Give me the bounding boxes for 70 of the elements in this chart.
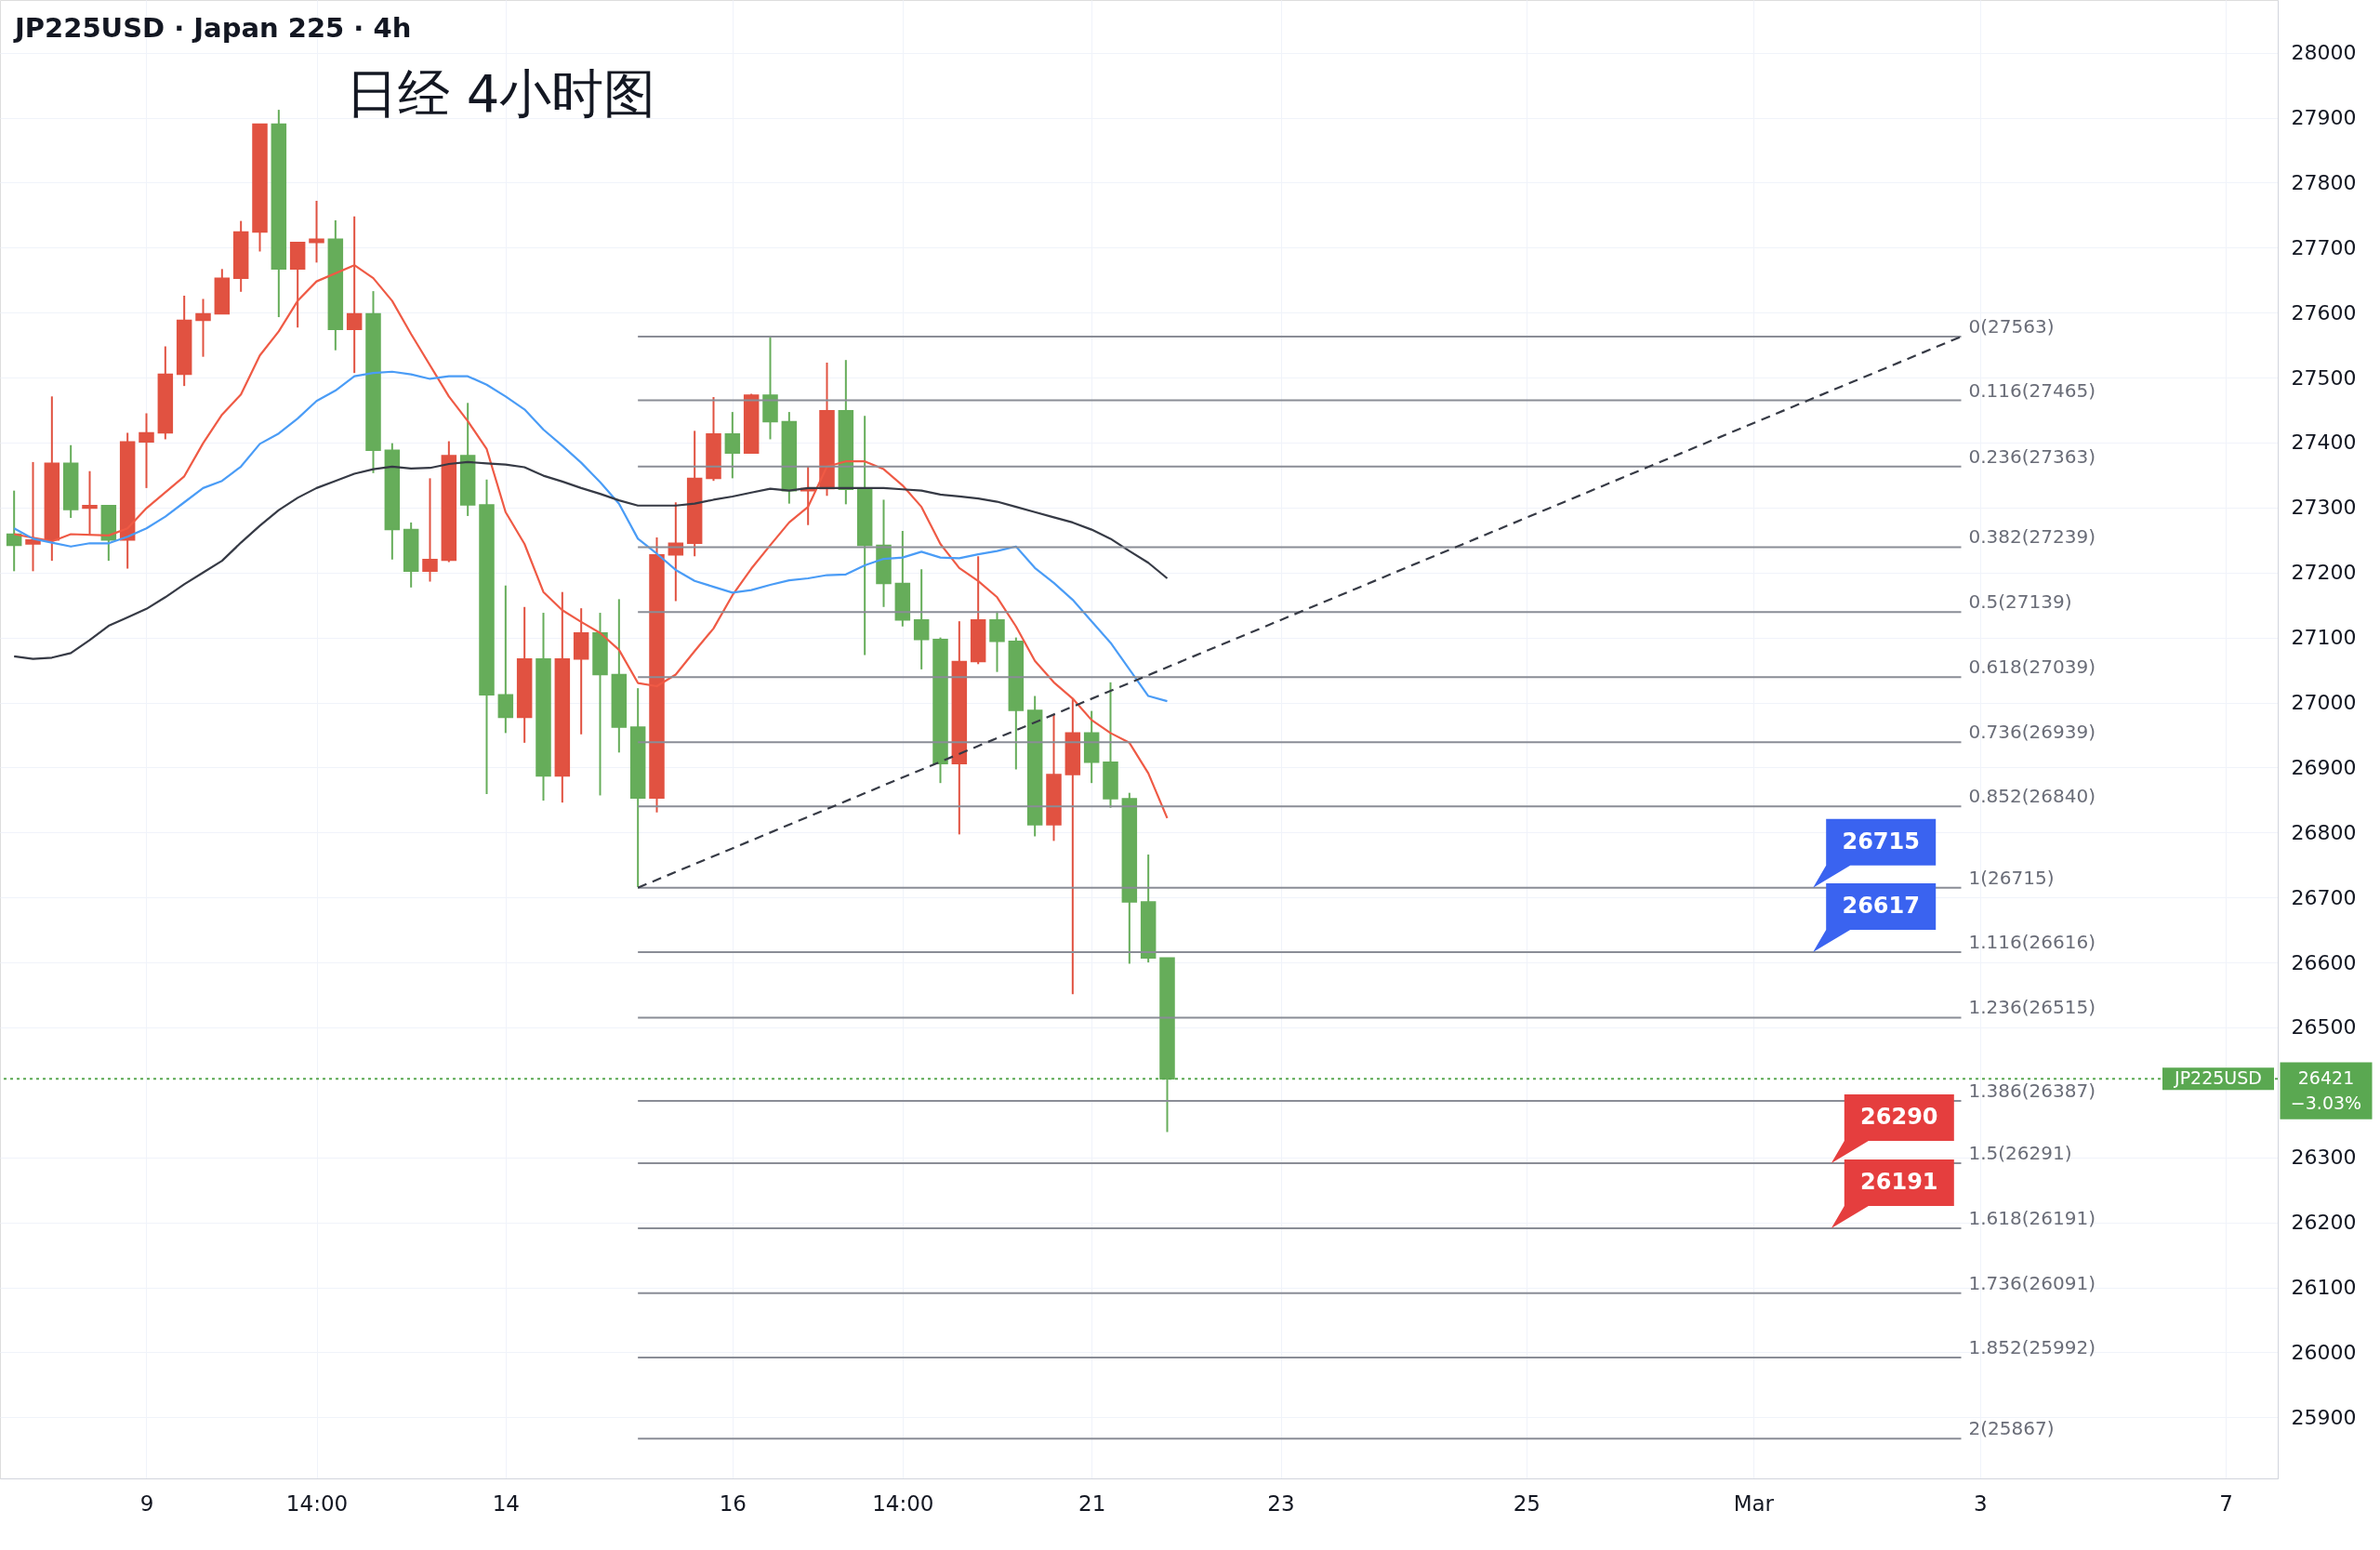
line-series [13, 460, 1169, 660]
y-tick-label: 27000 [2291, 691, 2357, 715]
y-tick-label: 28000 [2291, 41, 2357, 65]
candlestick [195, 298, 211, 358]
text: 日经 4小时图 [346, 63, 656, 124]
y-tick-label: 26100 [2291, 1276, 2357, 1300]
x-tick-label: 23 [1267, 1490, 1295, 1516]
series-label: 1.236(26515) [1968, 996, 2096, 1019]
y-tick-label: 27100 [2291, 626, 2357, 650]
series-label: 0.852(26840) [1968, 785, 2096, 808]
series-label: 0.116(27465) [1968, 378, 2096, 402]
annotation: 26290 [1860, 1104, 1938, 1131]
series-label: 0.5(27139) [1968, 590, 2072, 614]
text: −3.03% [2290, 1093, 2362, 1114]
candlestick [346, 215, 363, 375]
annotation: 26617 [1842, 892, 1920, 919]
x-tick-label: 9 [139, 1490, 154, 1516]
series-label: 0.236(27363) [1968, 444, 2096, 468]
ref-line-label: JP225USD [2174, 1067, 2262, 1089]
line-series [13, 370, 1169, 703]
y-tick-label: 27900 [2291, 106, 2357, 129]
series-label: 2(25867) [1968, 1417, 2055, 1440]
x-tick-label: 3 [1974, 1490, 1988, 1516]
y-tick-label: 26600 [2291, 950, 2357, 974]
y-tick-label: 27400 [2291, 431, 2357, 455]
y-tick-label: 26700 [2291, 885, 2357, 909]
series-label: 1.618(26191) [1968, 1206, 2096, 1229]
x-tick-label: 14 [492, 1490, 520, 1516]
annotation: 26715 [1842, 828, 1920, 854]
candlestick [989, 610, 1005, 673]
y-tick-label: 27600 [2291, 300, 2357, 325]
y-tick-label: 27300 [2291, 496, 2357, 520]
x-tick-label: 16 [719, 1490, 747, 1516]
x-tick-label: 21 [1078, 1490, 1106, 1516]
y-tick-label: 25900 [2291, 1405, 2357, 1429]
series-label: 1.852(25992) [1968, 1336, 2096, 1358]
y-tick-label: 26500 [2291, 1015, 2357, 1040]
series-label: 0.382(27239) [1968, 525, 2096, 549]
y-tick-label: 26000 [2291, 1340, 2357, 1364]
candlestick [913, 568, 930, 670]
candlestick [139, 412, 154, 489]
y-tick-label: 26800 [2291, 820, 2357, 844]
y-tick-label: 27200 [2291, 561, 2357, 585]
candlestick [422, 477, 438, 583]
candlestick [25, 460, 41, 573]
series-label: 1.5(26291) [1968, 1142, 2072, 1165]
series-label: 1.116(26616) [1968, 930, 2096, 953]
text: JP225USD · Japan 225 · 4h [13, 12, 412, 44]
y-tick-label: 27700 [2291, 235, 2357, 259]
series-label: 0.736(26939) [1968, 721, 2096, 744]
annotation: 26191 [1860, 1168, 1938, 1195]
x-tick-label: Mar [1733, 1490, 1775, 1516]
candlestick [82, 470, 98, 537]
x-tick-label: 25 [1513, 1490, 1540, 1516]
y-tick-label: 27500 [2291, 365, 2357, 390]
y-tick-label: 26900 [2291, 755, 2357, 779]
x-tick-label: 14:00 [872, 1490, 934, 1516]
y-tick-label: 26300 [2291, 1146, 2357, 1170]
y-tick-label: 26200 [2291, 1211, 2357, 1235]
y-tick-label: 27800 [2291, 170, 2357, 194]
series-label: 0(27563) [1968, 315, 2055, 338]
x-tick-label: 7 [2219, 1490, 2233, 1516]
series-label: 1.386(26387) [1968, 1079, 2096, 1102]
text: 26421 [2297, 1067, 2355, 1089]
x-tick-label: 14:00 [285, 1490, 349, 1516]
series-label: 1(26715) [1968, 866, 2055, 889]
candlestick [309, 199, 324, 264]
candlestick [724, 411, 741, 480]
series-label: 0.618(27039) [1968, 656, 2096, 679]
series-label: 1.736(26091) [1968, 1271, 2096, 1294]
